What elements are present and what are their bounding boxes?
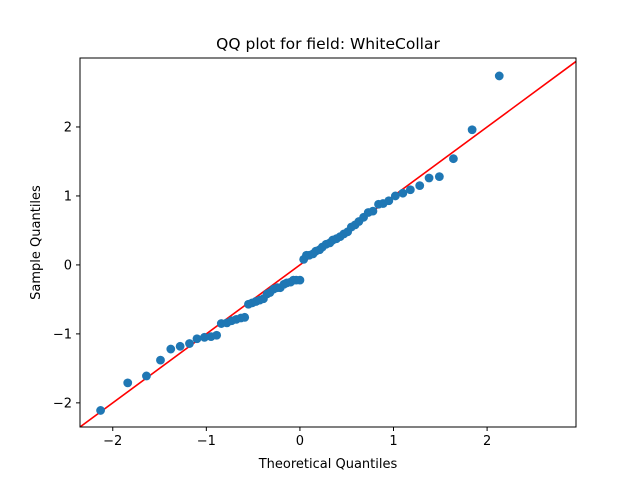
data-point (405, 185, 415, 195)
x-axis-label: Theoretical Quantiles (258, 457, 398, 472)
x-tick-label: 2 (483, 434, 491, 449)
data-point (192, 334, 202, 344)
x-tick-label: 1 (389, 434, 397, 449)
data-point (166, 344, 176, 354)
data-point (494, 71, 504, 81)
data-point (175, 341, 185, 351)
data-point (398, 188, 408, 198)
y-axis-label: Sample Quantiles (29, 185, 44, 300)
data-point (123, 378, 133, 388)
data-point (415, 181, 425, 190)
data-point (368, 206, 378, 216)
data-point (185, 339, 194, 348)
data-point (200, 332, 209, 342)
y-tick-label: −2 (53, 396, 72, 411)
data-point (384, 196, 394, 206)
data-point (142, 371, 151, 381)
y-axis: −2 −1 0 1 2 (53, 120, 80, 411)
data-point (96, 406, 105, 415)
y-tick-label: −1 (53, 327, 72, 342)
data-point (467, 125, 477, 135)
x-axis: −2 −1 0 1 2 (103, 427, 491, 449)
x-tick-label: −1 (197, 434, 216, 449)
data-point (295, 275, 305, 285)
data-point (449, 154, 458, 164)
data-point (434, 172, 444, 182)
data-point (424, 173, 434, 183)
y-tick-label: 0 (64, 258, 72, 273)
plot-frame (79, 57, 577, 428)
data-point (240, 312, 250, 322)
y-tick-label: 1 (64, 189, 72, 204)
data-point (390, 191, 400, 201)
data-point (156, 355, 165, 365)
x-tick-label: 0 (296, 434, 304, 449)
data-point (212, 330, 222, 340)
y-tick-label: 2 (64, 120, 72, 135)
points-layer (96, 71, 504, 415)
x-tick-label: −2 (103, 434, 122, 449)
plot-area (79, 57, 577, 428)
chart-title: QQ plot for field: WhiteCollar (216, 35, 440, 53)
